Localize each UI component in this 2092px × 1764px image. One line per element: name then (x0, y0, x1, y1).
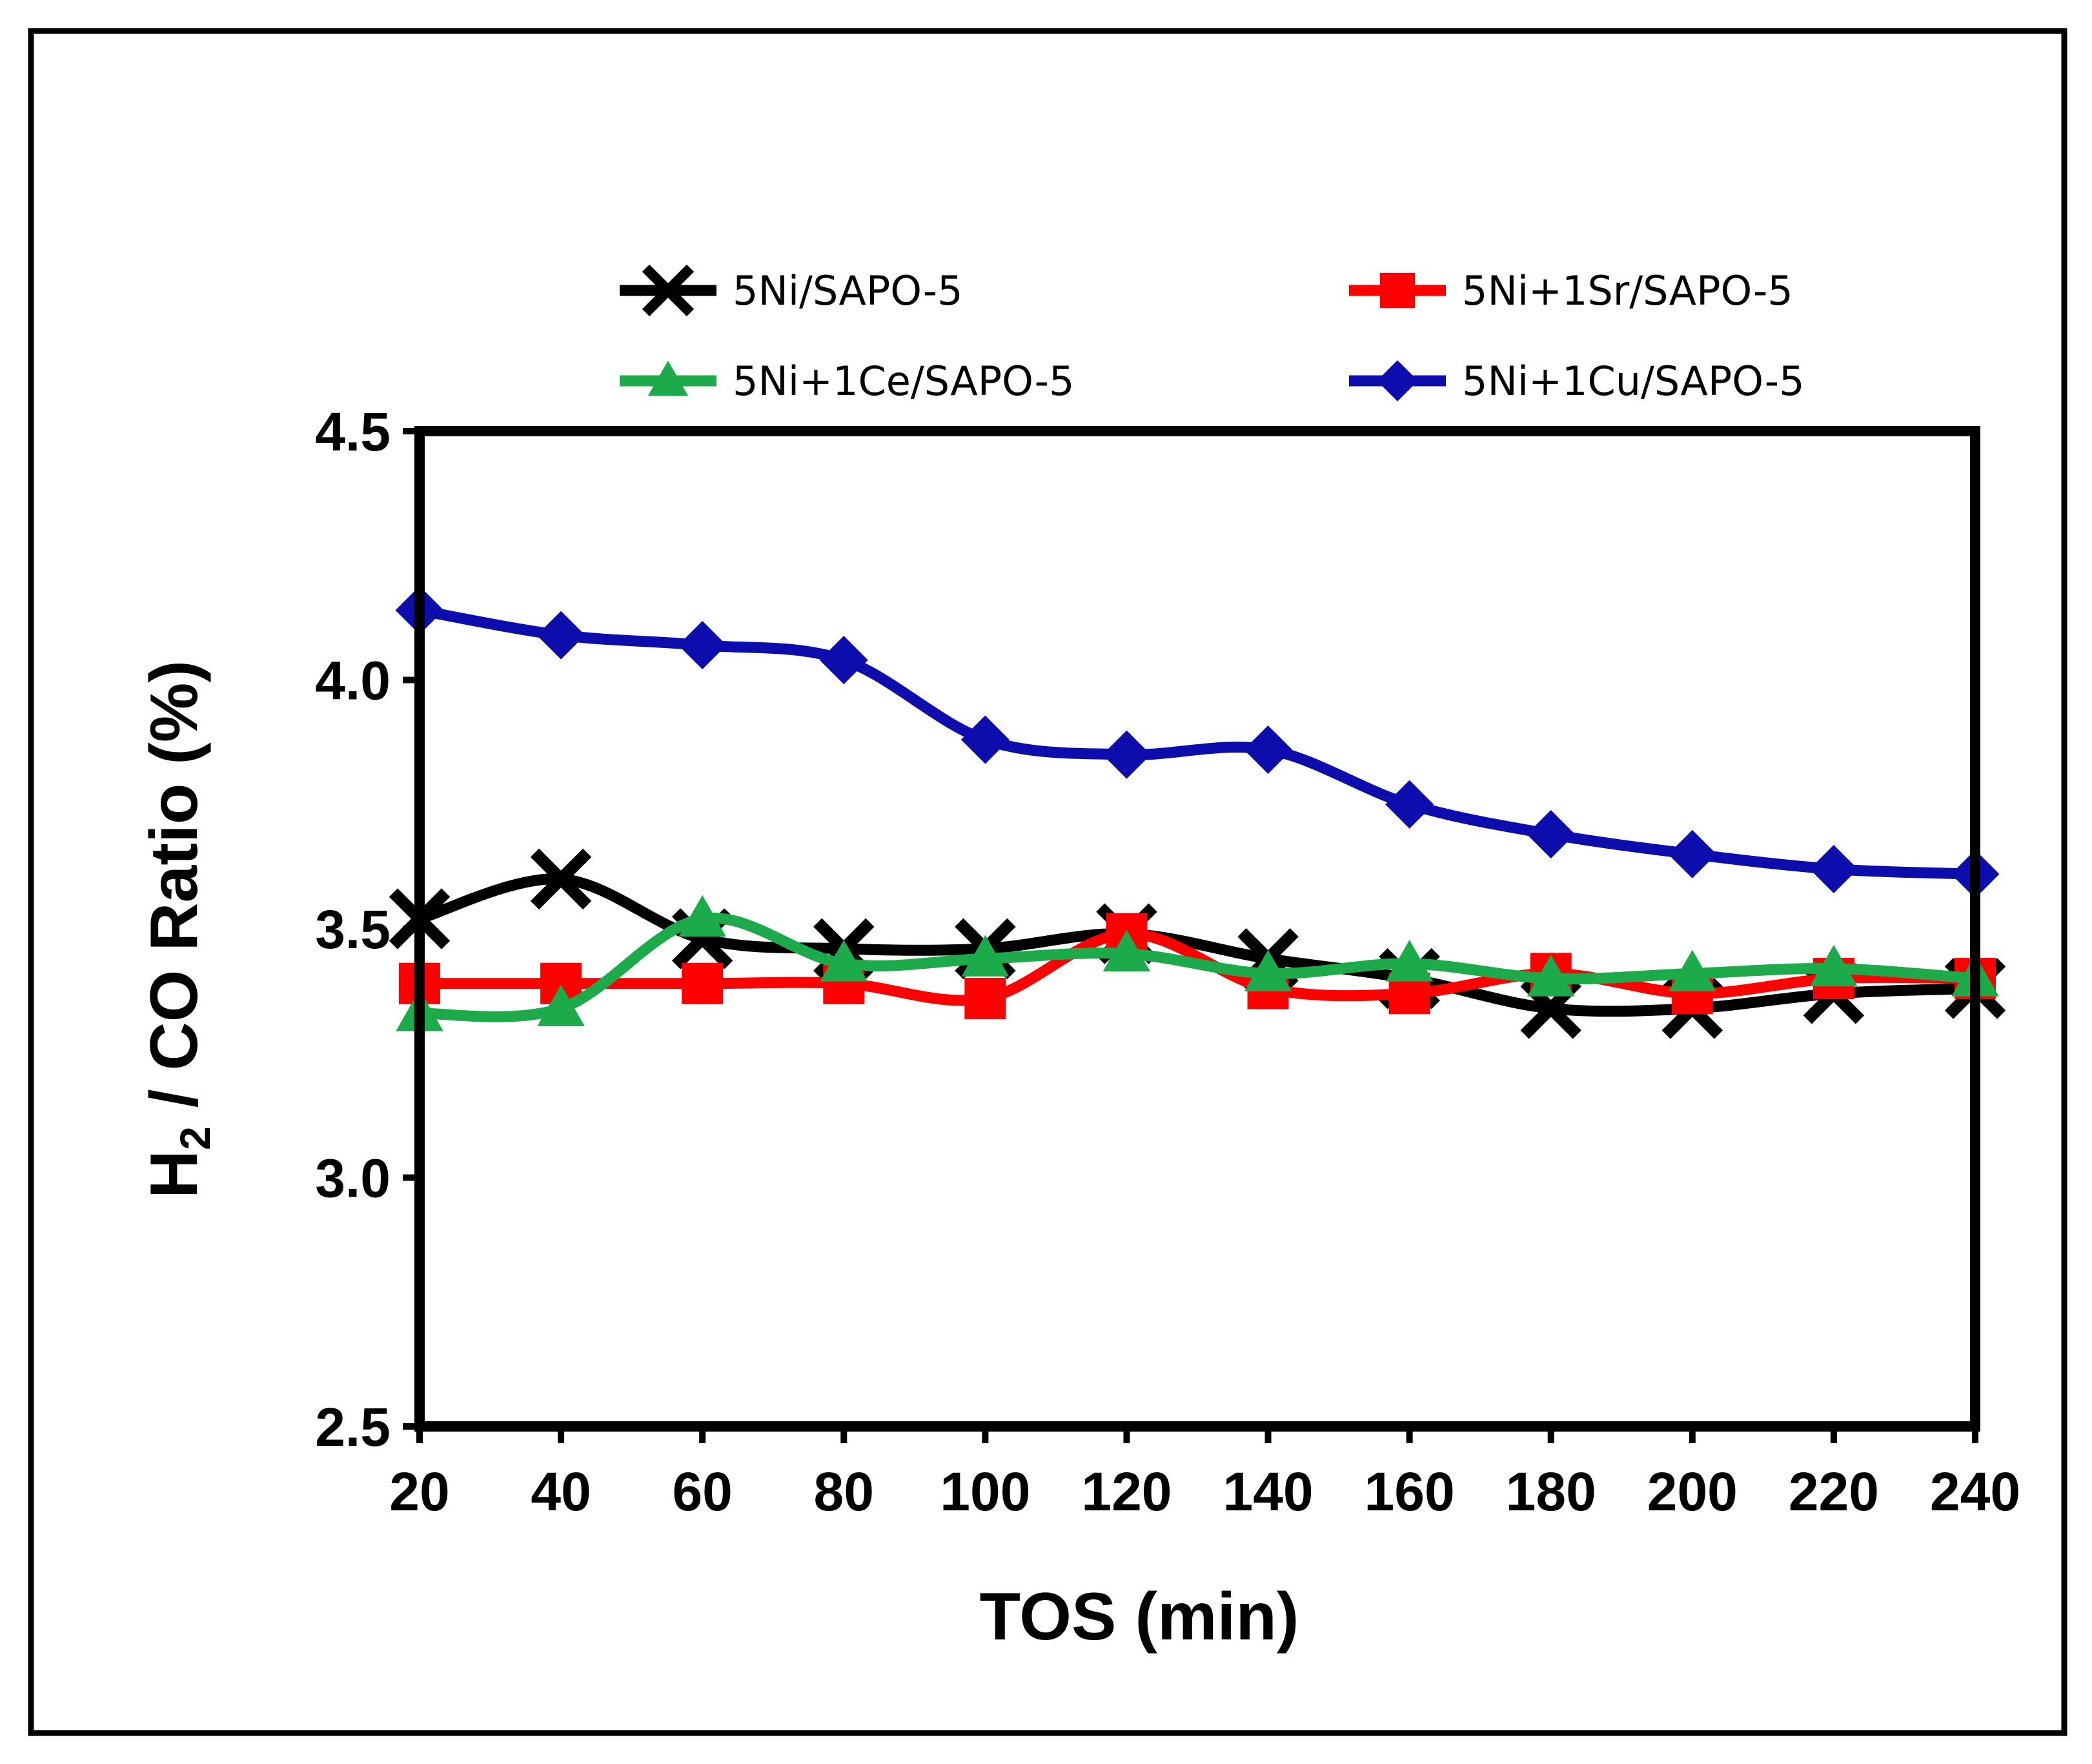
data-point (1385, 940, 1434, 982)
data-point (678, 621, 727, 670)
x-tick-label: 80 (814, 1461, 874, 1522)
data-point (530, 848, 592, 910)
axis-ticks: 20 40 60 80 100 120 140 160 180 200 220 240 2.5 3.0 3.… (315, 401, 2020, 1522)
data-point (964, 977, 1006, 1019)
y-axis-title-subscript: 2 (171, 1126, 219, 1150)
data-point (1102, 730, 1151, 779)
x-tick-label: 140 (1223, 1461, 1313, 1522)
x-tick-label: 160 (1365, 1461, 1455, 1522)
legend-swatch-marker (1379, 272, 1416, 309)
y-tick-label: 2.5 (315, 1397, 391, 1457)
x-tick-label: 200 (1647, 1461, 1738, 1522)
y-tick-label: 4.0 (315, 651, 391, 711)
data-point (1244, 725, 1293, 774)
x-tick-label: 120 (1081, 1461, 1172, 1522)
x-tick-label: 40 (531, 1461, 591, 1522)
legend-item: 5Ni+1Ce/SAPO-5 (620, 358, 1074, 405)
legend-item: 5Ni+1Sr/SAPO-5 (1349, 267, 1793, 314)
data-point (1668, 829, 1717, 878)
data-point (536, 611, 585, 660)
data-point (1669, 949, 1716, 991)
y-axis-title-rest: / CO Ratio (%) (137, 660, 212, 1126)
data-point (1102, 929, 1151, 972)
data-point (820, 940, 868, 982)
legend-swatch-marker (647, 360, 689, 396)
x-tick-label: 180 (1506, 1461, 1596, 1522)
data-point (960, 715, 1010, 764)
series-2 (396, 895, 1999, 1031)
data-point (819, 636, 868, 685)
data-point (1527, 955, 1575, 997)
legend-label: 5Ni+1Sr/SAPO-5 (1462, 267, 1793, 314)
data-point (678, 895, 726, 937)
x-tick-label: 240 (1930, 1461, 2020, 1522)
data-point (961, 935, 1010, 977)
x-tick-label: 60 (672, 1461, 732, 1522)
outer-frame (28, 28, 2067, 1736)
legend-swatch-marker (642, 264, 695, 317)
y-tick-label: 3.0 (315, 1148, 391, 1209)
legend-label: 5Ni+1Ce/SAPO-5 (733, 358, 1074, 405)
legend: 5Ni/SAPO-5 5Ni+1Sr/SAPO-5 5Ni+1Ce/SAPO-5 5N… (620, 264, 1805, 405)
data-point (1810, 944, 1858, 987)
x-axis-title: TOS (min) (980, 1579, 1299, 1654)
series-layer (389, 586, 2006, 1039)
data-point (1385, 780, 1434, 829)
series-3 (395, 586, 2000, 898)
y-tick-label: 3.5 (315, 899, 391, 960)
y-tick-label: 4.5 (315, 401, 391, 462)
x-tick-label: 20 (389, 1461, 449, 1522)
data-point (537, 984, 585, 1026)
data-point (1527, 810, 1576, 859)
y-axis-title-main: H (137, 1150, 212, 1199)
data-point (1809, 844, 1858, 893)
data-point (682, 962, 724, 1004)
legend-label: 5Ni+1Cu/SAPO-5 (1462, 358, 1805, 405)
x-tick-label: 100 (940, 1461, 1030, 1522)
legend-label: 5Ni/SAPO-5 (733, 267, 963, 314)
y-axis-title: H2 / CO Ratio (%) (137, 660, 219, 1199)
data-point (1244, 949, 1292, 991)
x-tick-label: 220 (1789, 1461, 1879, 1522)
legend-item: 5Ni+1Cu/SAPO-5 (1349, 358, 1805, 405)
legend-item: 5Ni/SAPO-5 (620, 264, 963, 317)
legend-swatch-marker (1377, 360, 1418, 401)
